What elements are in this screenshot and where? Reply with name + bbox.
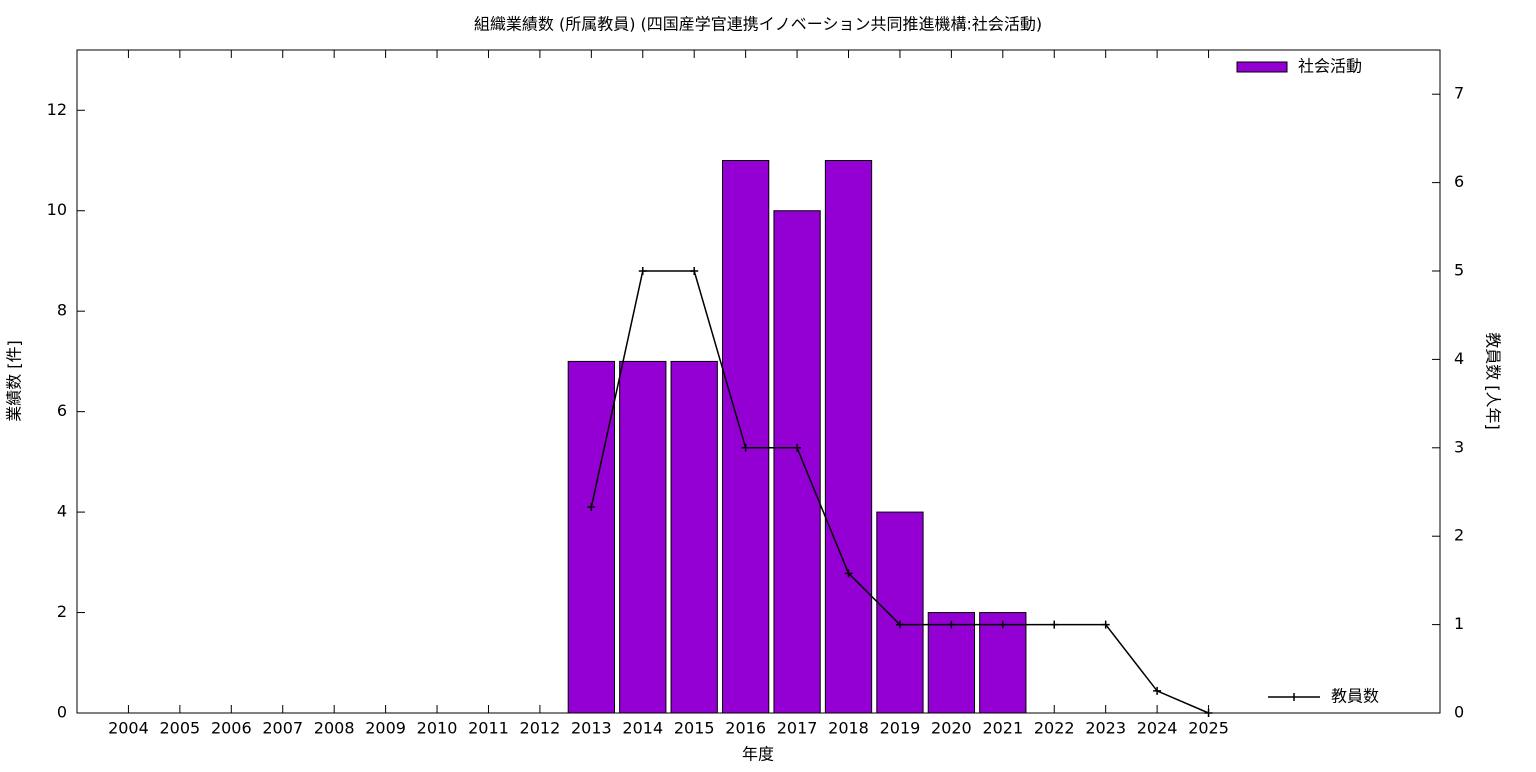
point bbox=[844, 569, 853, 578]
y2-tick-label: 4 bbox=[1454, 349, 1464, 368]
point bbox=[895, 620, 904, 629]
x-tick-label: 2023 bbox=[1085, 719, 1126, 738]
x-tick-label: 2017 bbox=[777, 719, 818, 738]
x-tick-label: 2015 bbox=[674, 719, 715, 738]
y-axis-label: 業績数 [件] bbox=[5, 340, 24, 422]
bar bbox=[619, 360, 667, 714]
x-tick-label: 2006 bbox=[211, 719, 252, 738]
y-tick-label: 4 bbox=[57, 502, 67, 521]
x-axis-label: 年度 bbox=[742, 745, 774, 764]
y2-tick-label: 1 bbox=[1454, 614, 1464, 633]
x-tick-label: 2025 bbox=[1188, 719, 1229, 738]
y2-tick-label: 5 bbox=[1454, 261, 1464, 280]
y-tick-label: 8 bbox=[57, 301, 67, 320]
point bbox=[741, 443, 750, 452]
y-tick-label: 6 bbox=[57, 401, 67, 420]
bar bbox=[824, 160, 873, 714]
y-tick-label: 0 bbox=[57, 703, 67, 722]
x-tick-label: 2024 bbox=[1137, 719, 1178, 738]
point bbox=[1050, 620, 1059, 629]
x-tick-label: 2022 bbox=[1034, 719, 1075, 738]
bar bbox=[927, 612, 976, 714]
legend-swatch bbox=[1268, 693, 1320, 701]
x-tick-label: 2008 bbox=[314, 719, 355, 738]
x-tick-label: 2016 bbox=[725, 719, 766, 738]
point bbox=[998, 620, 1007, 629]
bar bbox=[876, 511, 924, 714]
x-tick-label: 2011 bbox=[468, 719, 509, 738]
x-tick-label: 2021 bbox=[982, 719, 1023, 738]
x-tick-label: 2013 bbox=[571, 719, 612, 738]
y2-tick-label: 2 bbox=[1454, 526, 1464, 545]
point bbox=[587, 503, 596, 512]
y-tick-label: 12 bbox=[47, 100, 67, 119]
y2-tick-label: 0 bbox=[1454, 703, 1464, 722]
x-tick-label: 2020 bbox=[931, 719, 972, 738]
point bbox=[1153, 686, 1162, 695]
y2-tick-label: 7 bbox=[1454, 84, 1464, 103]
legend-label: 社会活動 bbox=[1298, 57, 1362, 76]
point bbox=[793, 443, 802, 452]
bar bbox=[773, 210, 821, 714]
point bbox=[1204, 709, 1213, 717]
x-tick-label: 2012 bbox=[520, 719, 561, 738]
legend-label: 教員数 bbox=[1331, 687, 1379, 706]
legend-swatch bbox=[1236, 61, 1288, 73]
y2-tick-label: 3 bbox=[1454, 437, 1464, 456]
x-tick-label: 2007 bbox=[262, 719, 303, 738]
y2-tick-label: 6 bbox=[1454, 172, 1464, 191]
x-tick-label: 2004 bbox=[108, 719, 149, 738]
point bbox=[947, 620, 956, 629]
x-tick-label: 2019 bbox=[880, 719, 921, 738]
bar bbox=[670, 360, 718, 714]
chart-title: 組織業績数 (所属教員) (四国産学官連携イノベーション共同推進機構:社会活動) bbox=[474, 15, 1042, 34]
bar bbox=[979, 612, 1027, 714]
x-tick-label: 2009 bbox=[365, 719, 406, 738]
point bbox=[1101, 620, 1110, 629]
x-tick-label: 2014 bbox=[622, 719, 663, 738]
x-tick-label: 2005 bbox=[160, 719, 201, 738]
y-tick-label: 10 bbox=[47, 200, 67, 219]
point bbox=[690, 267, 699, 275]
y-tick-label: 2 bbox=[57, 602, 67, 621]
bar bbox=[721, 160, 770, 714]
x-tick-label: 2018 bbox=[828, 719, 869, 738]
y2-axis-label: 教員数 [人年] bbox=[1484, 332, 1503, 430]
x-tick-label: 2010 bbox=[417, 719, 458, 738]
point bbox=[638, 267, 647, 275]
bar bbox=[567, 360, 615, 714]
